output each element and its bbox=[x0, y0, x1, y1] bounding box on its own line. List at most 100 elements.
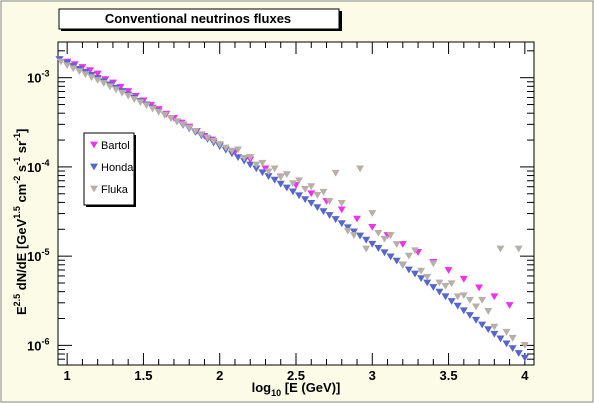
fluka-point bbox=[111, 86, 120, 94]
fluka-point bbox=[490, 323, 499, 331]
fluka-point bbox=[337, 200, 346, 207]
fluka-point bbox=[173, 118, 181, 126]
fluka-point bbox=[417, 267, 426, 275]
fluka-point bbox=[234, 146, 243, 154]
y-tick-label: 10-3 bbox=[27, 69, 49, 86]
fluka-point bbox=[398, 261, 407, 269]
y-tick-label: 10-4 bbox=[27, 158, 49, 175]
fluka-point bbox=[154, 108, 163, 116]
fluka-point bbox=[75, 68, 84, 76]
honda-point bbox=[435, 288, 444, 296]
honda-point bbox=[301, 196, 310, 204]
honda-point bbox=[453, 302, 462, 310]
fluka-point bbox=[325, 198, 334, 205]
honda-point bbox=[508, 345, 517, 353]
data-points bbox=[55, 56, 529, 362]
honda-point bbox=[343, 224, 352, 232]
honda-point bbox=[319, 208, 328, 216]
bartol-point bbox=[398, 241, 407, 248]
fluka-point bbox=[301, 185, 310, 193]
honda-point bbox=[496, 335, 505, 343]
fluka-point bbox=[441, 282, 450, 290]
axis-ticks bbox=[58, 42, 534, 365]
fluka-point bbox=[166, 114, 175, 122]
fluka-point bbox=[252, 161, 261, 169]
x-tick-label: 2 bbox=[216, 368, 223, 383]
honda-point bbox=[374, 245, 383, 252]
legend-label: Honda bbox=[101, 162, 134, 174]
fluka-point bbox=[276, 174, 285, 181]
fluka-point bbox=[124, 92, 133, 100]
fluka-point bbox=[215, 141, 224, 148]
fluka-point bbox=[362, 245, 371, 253]
y-axis-label: E2.5 dN/dE [GeV1.5 cm-2 s-1 sr-1] bbox=[12, 129, 29, 315]
fluka-point bbox=[502, 328, 511, 336]
fluka-point bbox=[356, 165, 365, 173]
fluka-point bbox=[447, 280, 456, 288]
fluka-point bbox=[63, 62, 72, 70]
honda-point bbox=[465, 312, 474, 319]
fluka-point bbox=[380, 235, 389, 243]
bartol-point bbox=[490, 293, 499, 301]
fluka-point bbox=[105, 83, 114, 91]
honda-point bbox=[484, 326, 493, 334]
fluka-point bbox=[472, 303, 481, 311]
honda-point bbox=[429, 284, 438, 291]
honda-point bbox=[411, 270, 419, 278]
honda-point bbox=[478, 321, 487, 329]
honda-point bbox=[386, 253, 395, 261]
y-tick-label: 10-5 bbox=[27, 247, 49, 264]
fluka-point bbox=[130, 96, 139, 103]
fluka-point bbox=[160, 111, 169, 119]
fluka-point bbox=[258, 159, 267, 167]
legend-marker bbox=[90, 163, 98, 171]
honda-point bbox=[264, 173, 273, 180]
bartol-point bbox=[307, 190, 316, 198]
honda-point bbox=[234, 154, 243, 162]
bartol-point bbox=[459, 275, 468, 283]
fluka-point bbox=[343, 227, 352, 235]
fluka-point bbox=[99, 80, 108, 87]
honda-point bbox=[459, 307, 468, 315]
honda-point bbox=[331, 216, 340, 223]
honda-point bbox=[368, 240, 377, 248]
x-tick-label: 1 bbox=[64, 368, 71, 383]
fluka-point bbox=[93, 77, 102, 84]
honda-point bbox=[282, 184, 291, 192]
honda-point bbox=[252, 165, 261, 173]
honda-point bbox=[356, 232, 365, 240]
legend-label: Bartol bbox=[101, 140, 130, 152]
fluka-point bbox=[179, 121, 188, 129]
honda-point bbox=[349, 228, 358, 236]
fluka-point bbox=[386, 232, 395, 239]
honda-point bbox=[276, 180, 285, 188]
legend-items: Bartol Honda Fluka bbox=[90, 140, 134, 196]
honda-point bbox=[404, 266, 413, 274]
bartol-point bbox=[124, 88, 133, 95]
bartol-point bbox=[337, 206, 346, 214]
fluka-point bbox=[496, 245, 505, 253]
bartol-point bbox=[93, 70, 102, 78]
honda-point bbox=[295, 192, 304, 200]
fluka-point bbox=[81, 71, 90, 79]
fluka-point bbox=[142, 102, 151, 110]
honda-point bbox=[258, 169, 267, 177]
bartol-point bbox=[475, 284, 484, 292]
fluka-point bbox=[459, 292, 468, 300]
x-tick-label: 2.5 bbox=[287, 368, 305, 383]
fluka-point bbox=[508, 334, 517, 342]
honda-point bbox=[441, 293, 450, 301]
fluka-point bbox=[374, 229, 383, 237]
honda-point bbox=[288, 188, 297, 196]
honda-point bbox=[514, 350, 523, 357]
fluka-point bbox=[270, 165, 279, 173]
honda-point bbox=[380, 249, 389, 257]
fluka-point bbox=[465, 296, 474, 304]
fluka-point bbox=[295, 177, 304, 185]
chart-title: Conventional neutrinos fluxes bbox=[105, 11, 291, 26]
fluka-point bbox=[221, 144, 230, 152]
fluka-point bbox=[478, 296, 487, 304]
honda-point bbox=[313, 204, 322, 211]
x-tick-label: 3 bbox=[369, 368, 376, 383]
